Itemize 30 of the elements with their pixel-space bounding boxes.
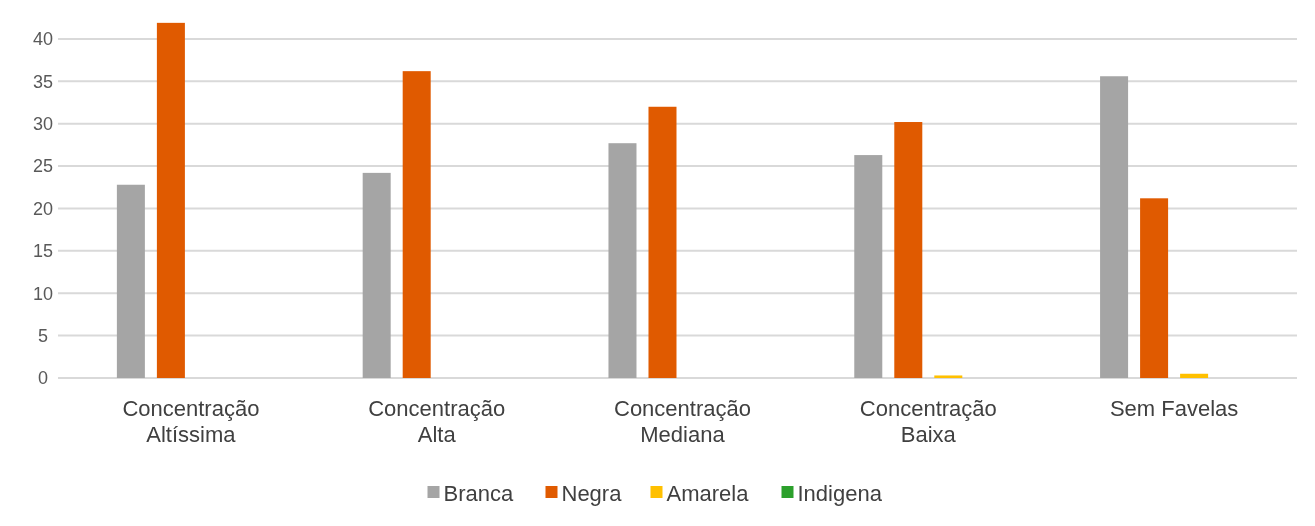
y-tick-label: 30 bbox=[32, 114, 54, 135]
bar bbox=[934, 375, 963, 378]
x-tick-label: Concentração Baixa bbox=[859, 396, 997, 447]
y-tick-label: 20 bbox=[32, 198, 54, 219]
bar bbox=[116, 184, 145, 378]
bar bbox=[894, 122, 923, 378]
x-tick-label: Concentração Alta bbox=[368, 396, 506, 447]
y-tick-label: 5 bbox=[37, 325, 49, 346]
bar bbox=[362, 172, 391, 378]
bar bbox=[156, 22, 185, 378]
x-tick-label: Concentração Altíssima bbox=[122, 396, 260, 447]
legend-label: Indigena bbox=[797, 480, 883, 506]
bar bbox=[1140, 198, 1169, 378]
y-tick-label: 10 bbox=[32, 283, 54, 304]
x-tick-label: Sem Favelas bbox=[1109, 396, 1239, 421]
y-tick-label: 40 bbox=[32, 29, 54, 50]
bar bbox=[648, 106, 677, 378]
bar bbox=[608, 143, 637, 378]
y-tick-label: 35 bbox=[32, 71, 54, 92]
y-tick-label: 15 bbox=[32, 241, 54, 262]
y-tick-label: 25 bbox=[32, 156, 54, 177]
y-tick-label: 0 bbox=[37, 368, 49, 389]
legend-label: Branca bbox=[443, 480, 514, 506]
legend-label: Negra bbox=[561, 480, 623, 506]
bar bbox=[854, 155, 883, 378]
legend-label: Amarela bbox=[666, 480, 750, 506]
bar bbox=[1180, 373, 1209, 378]
bar bbox=[1100, 76, 1129, 378]
x-tick-label: Concentração Mediana bbox=[614, 396, 751, 447]
bar bbox=[402, 71, 431, 378]
